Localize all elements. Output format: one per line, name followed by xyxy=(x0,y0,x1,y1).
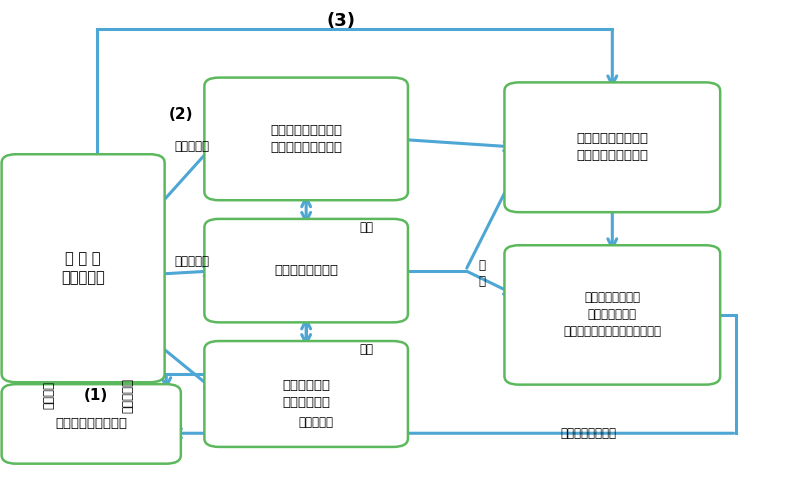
FancyBboxPatch shape xyxy=(204,219,408,322)
Text: 苦情・相談: 苦情・相談 xyxy=(174,139,209,153)
FancyBboxPatch shape xyxy=(204,78,408,200)
Text: 利 用 者
又は家族等: 利 用 者 又は家族等 xyxy=(62,251,105,285)
Text: 調査・指導・助言: 調査・指導・助言 xyxy=(560,427,616,440)
Text: サービス提供事業者: サービス提供事業者 xyxy=(55,417,127,431)
Text: 苦情・相談: 苦情・相談 xyxy=(122,377,135,413)
FancyBboxPatch shape xyxy=(204,341,408,447)
Text: 連携: 連携 xyxy=(359,221,374,234)
Text: (1): (1) xyxy=(84,388,108,403)
Text: 神奈川県国民健康
保険団体連合会
（介護サービス苦情処理委員）: 神奈川県国民健康 保険団体連合会 （介護サービス苦情処理委員） xyxy=(564,291,661,339)
Text: 神奈川県高齢福祉課
（事業者指定権限）: 神奈川県高齢福祉課 （事業者指定権限） xyxy=(577,132,648,162)
Text: (2): (2) xyxy=(169,107,193,123)
Text: 居宅介護支援事業者
（ケアマネジャー）: 居宅介護支援事業者 （ケアマネジャー） xyxy=(270,124,342,154)
FancyBboxPatch shape xyxy=(2,384,181,464)
Text: (3): (3) xyxy=(326,12,355,30)
Text: 苦情・相談: 苦情・相談 xyxy=(174,254,209,268)
FancyBboxPatch shape xyxy=(504,245,720,385)
Text: 連絡・要請: 連絡・要請 xyxy=(298,416,334,429)
Text: 平塚市介護保険課: 平塚市介護保険課 xyxy=(274,264,338,277)
Text: 連携: 連携 xyxy=(359,343,374,356)
Text: サービス: サービス xyxy=(42,381,55,409)
Text: 連
絡: 連 絡 xyxy=(478,259,485,287)
Text: 高齢者よろず
相談センター: 高齢者よろず 相談センター xyxy=(282,379,330,409)
FancyBboxPatch shape xyxy=(504,82,720,212)
FancyBboxPatch shape xyxy=(2,154,165,382)
